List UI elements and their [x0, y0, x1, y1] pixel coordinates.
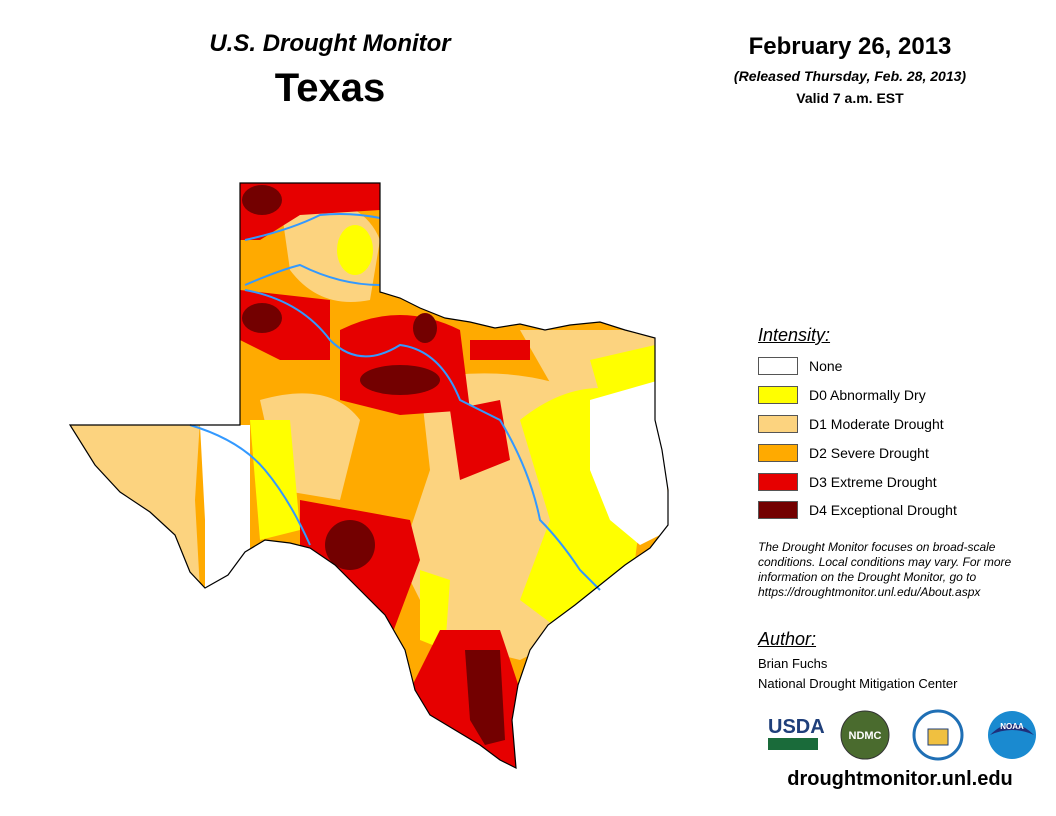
agency-logos: USDA NDMC NOAA: [768, 709, 1036, 761]
author-org: National Drought Mitigation Center: [758, 676, 958, 691]
legend-item-none: None: [758, 356, 842, 376]
d4-areas: [242, 185, 505, 745]
legend-item-d4: D4 Exceptional Drought: [758, 500, 957, 520]
svg-text:NDMC: NDMC: [849, 730, 882, 742]
legend-item-d3: D3 Extreme Drought: [758, 472, 937, 492]
legend-swatch: [758, 415, 798, 433]
author-name: Brian Fuchs: [758, 656, 828, 671]
rivers: [189, 213, 601, 591]
legend-swatch: [758, 444, 798, 462]
footer-url[interactable]: droughtmonitor.unl.edu: [787, 768, 1013, 790]
legend-swatch: [758, 473, 798, 491]
drought-areas: [70, 183, 668, 768]
legend-title: Intensity:: [758, 325, 831, 345]
legend-label: D4 Exceptional Drought: [809, 502, 957, 518]
author-title: Author:: [758, 629, 817, 649]
legend-swatch: [758, 386, 798, 404]
legend-label: D0 Abnormally Dry: [809, 387, 926, 403]
release-date: (Released Thursday, Feb. 28, 2013): [733, 68, 967, 84]
map-date: February 26, 2013: [748, 33, 952, 60]
valid-time: Valid 7 a.m. EST: [796, 90, 904, 106]
commerce-logo: [912, 709, 964, 761]
region-title: Texas: [274, 66, 386, 110]
legend-item-d0: D0 Abnormally Dry: [758, 385, 926, 405]
none-areas: [200, 380, 668, 590]
noaa-logo: NOAA: [988, 711, 1036, 759]
ndmc-logo: NDMC: [840, 710, 890, 760]
legend-label: D3 Extreme Drought: [809, 474, 937, 490]
usda-logo: USDA: [768, 716, 825, 750]
svg-text:USDA: USDA: [768, 716, 825, 738]
legend-item-d1: D1 Moderate Drought: [758, 414, 944, 434]
svg-text:NOAA: NOAA: [1000, 722, 1024, 731]
legend-label: D2 Severe Drought: [809, 445, 929, 461]
texas-drought-map: [69, 182, 669, 769]
legend-label: D1 Moderate Drought: [809, 416, 944, 432]
disclaimer-note: The Drought Monitor focuses on broad-sca…: [758, 540, 1012, 599]
legend-swatch: [758, 357, 798, 375]
legend-swatch: [758, 501, 798, 519]
legend-item-d2: D2 Severe Drought: [758, 443, 929, 463]
legend-label: None: [809, 358, 843, 374]
map-title: U.S. Drought Monitor: [209, 30, 451, 57]
